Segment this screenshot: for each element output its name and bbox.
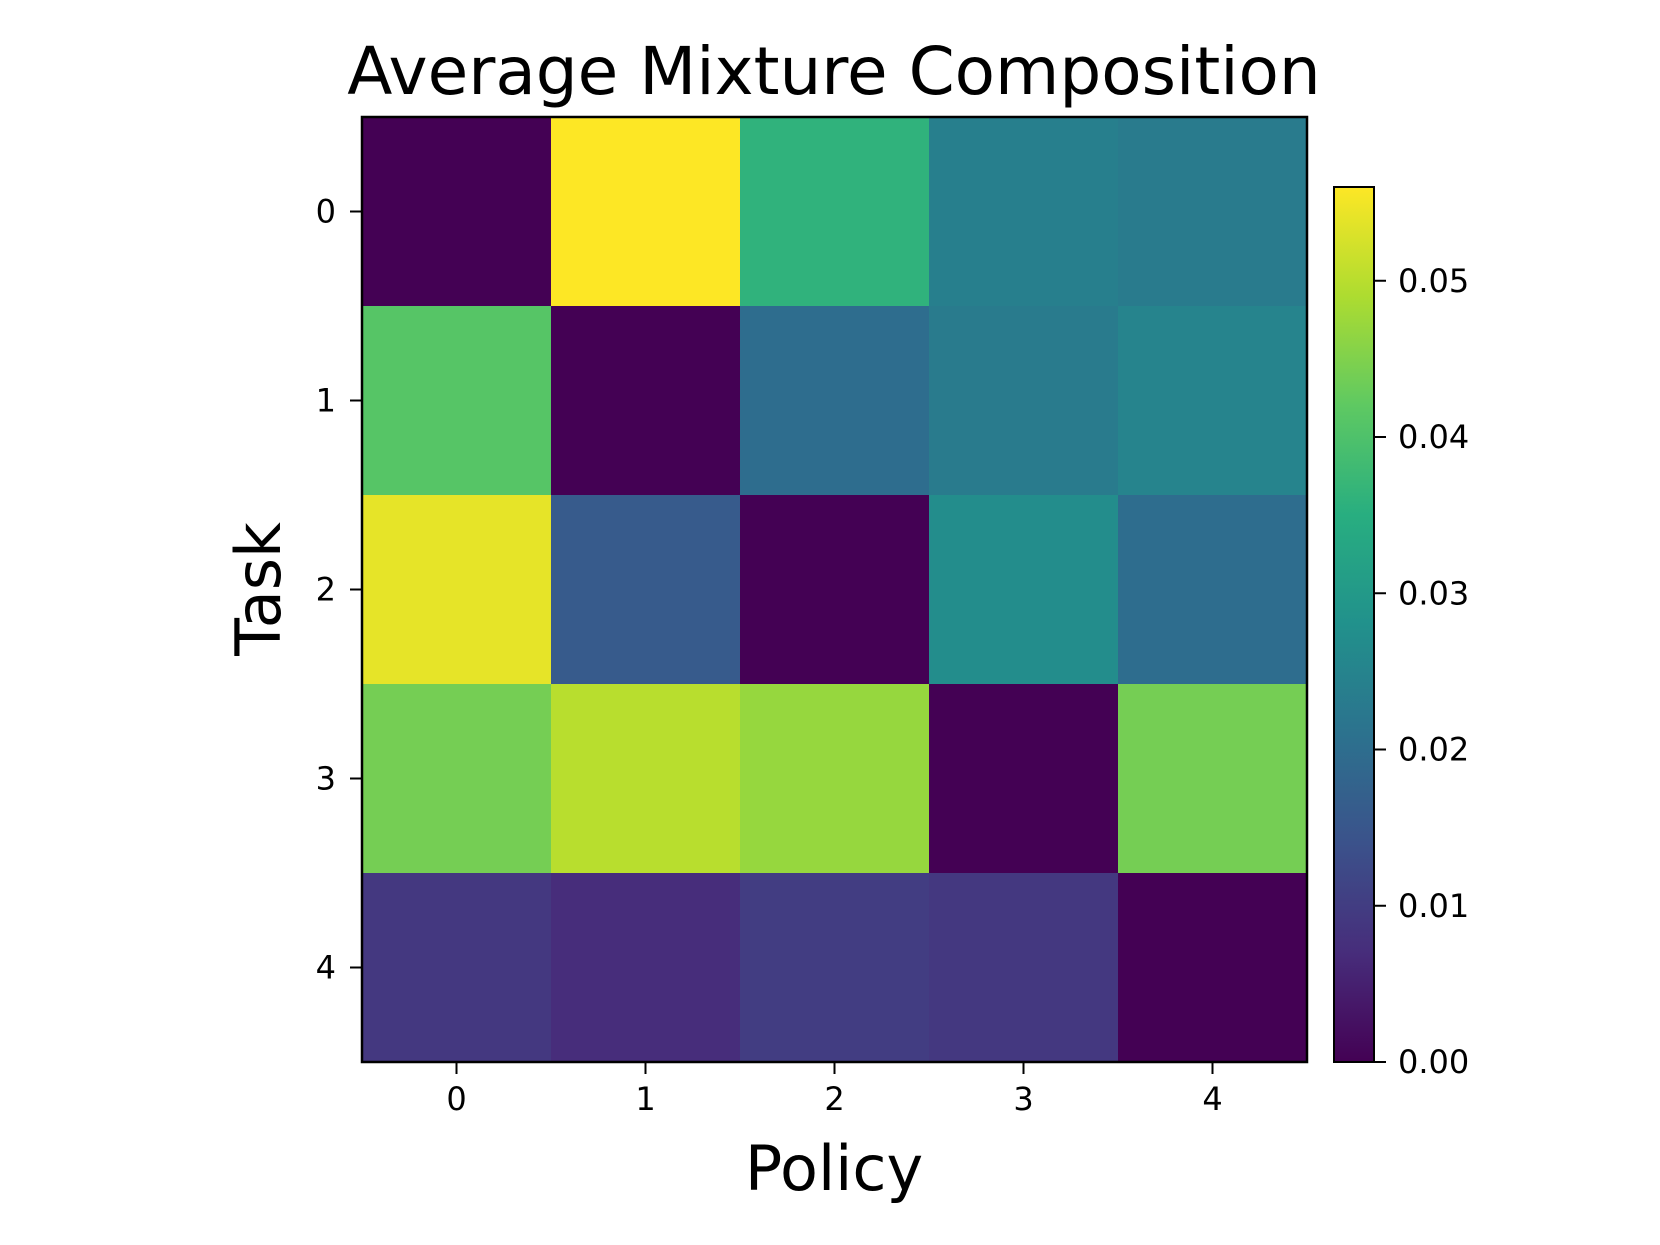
heatmap-cell <box>362 495 552 685</box>
colorbar-ticks: 0.00 0.01 0.02 0.03 0.04 0.05 <box>1374 262 1469 1081</box>
x-tick-label: 4 <box>1202 1080 1222 1118</box>
heatmap-cell <box>1118 495 1308 685</box>
heatmap-cell <box>740 873 930 1063</box>
heatmap-cell <box>362 684 552 874</box>
heatmap-cell <box>740 495 930 685</box>
x-axis-label: Policy <box>745 1132 923 1205</box>
heatmap-cell <box>551 873 741 1063</box>
heatmap-cell <box>551 684 741 874</box>
heatmap-cell <box>1118 306 1308 496</box>
heatmap-cell <box>1118 117 1308 307</box>
y-tick-label: 3 <box>316 760 336 798</box>
colorbar-tick-label: 0.01 <box>1398 887 1469 925</box>
x-tick-label: 1 <box>635 1080 655 1118</box>
y-axis-ticks: 0 1 2 3 4 <box>316 193 362 987</box>
heatmap-cell <box>929 873 1119 1063</box>
x-tick-label: 2 <box>824 1080 844 1118</box>
y-axis-label: Task <box>222 522 295 657</box>
heatmap-cell <box>362 117 552 307</box>
heatmap-cells <box>362 117 1308 1063</box>
heatmap-cell <box>929 495 1119 685</box>
colorbar <box>1333 186 1375 1063</box>
heatmap-cell <box>362 873 552 1063</box>
heatmap-cell <box>1118 684 1308 874</box>
x-tick-label: 0 <box>446 1080 466 1118</box>
x-axis-ticks: 0 1 2 3 4 <box>446 1062 1223 1118</box>
colorbar-tick-label: 0.00 <box>1398 1043 1469 1081</box>
heatmap-cell <box>740 684 930 874</box>
heatmap-cell <box>551 117 741 307</box>
colorbar-tick-label: 0.03 <box>1398 574 1469 612</box>
heatmap-cell <box>929 117 1119 307</box>
heatmap-cell <box>740 306 930 496</box>
heatmap-cell <box>1118 873 1308 1063</box>
y-tick-label: 1 <box>316 382 336 420</box>
chart-title: Average Mixture Composition <box>347 33 1321 110</box>
colorbar-tick-label: 0.05 <box>1398 262 1469 300</box>
heatmap-cell <box>551 306 741 496</box>
heatmap-cell <box>929 684 1119 874</box>
y-tick-label: 4 <box>316 949 336 987</box>
colorbar-tick-label: 0.02 <box>1398 731 1469 769</box>
heatmap-cell <box>929 306 1119 496</box>
heatmap-cell <box>362 306 552 496</box>
heatmap-cell <box>551 495 741 685</box>
y-tick-label: 0 <box>316 193 336 231</box>
heatmap-cell <box>740 117 930 307</box>
x-tick-label: 3 <box>1013 1080 1033 1118</box>
colorbar-tick-label: 0.04 <box>1398 418 1469 456</box>
y-tick-label: 2 <box>316 571 336 609</box>
